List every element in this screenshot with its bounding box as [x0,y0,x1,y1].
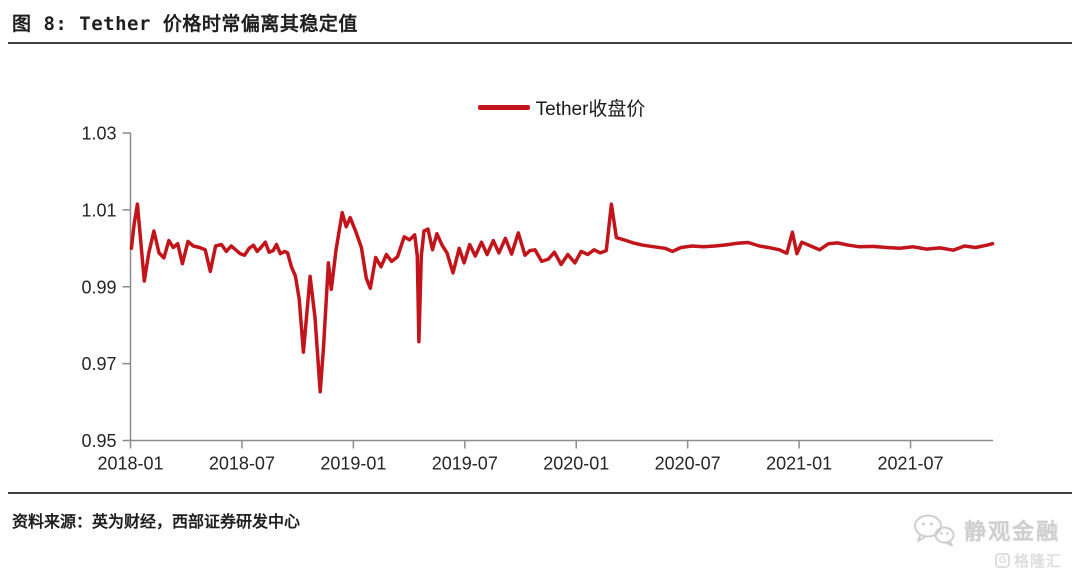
y-tick-label: 1.01 [81,200,116,220]
figure-title: 图 8: Tether 价格时常偏离其稳定值 [12,13,358,35]
x-tick-label: 2019-01 [320,454,386,474]
gelonghui-name: 格隆汇 [1013,553,1062,570]
x-tick-label: 2021-01 [766,454,832,474]
y-tick-label: 0.95 [81,431,116,451]
wechat-watermark: 静观金融 [913,513,1060,547]
wechat-account-name: 静观金融 [963,519,1060,544]
legend-label: Tether收盘价 [535,98,646,120]
source-note: 资料来源：英为财经，西部证券研发中心 [12,512,301,531]
y-tick-label: 0.97 [81,354,116,374]
y-tick-label: 0.99 [81,277,116,297]
x-tick-label: 2019-07 [432,454,498,474]
title-underline-rule [8,42,1072,44]
gelonghui-watermark: G 格隆汇 [994,550,1062,571]
axis-lines [129,133,993,442]
x-tick-label: 2020-07 [655,454,721,474]
legend: Tether收盘价 [130,94,993,120]
tether-close-price-line [129,202,995,394]
x-tick-label: 2018-01 [97,454,163,474]
footer-rule [8,492,1072,494]
gelonghui-logo-icon: G [994,553,1010,568]
x-tick-label: 2021-07 [878,454,944,474]
x-tick-label: 2020-01 [543,454,609,474]
legend-line-swatch [477,104,530,110]
wechat-icon [913,514,955,547]
x-tick-label: 2018-07 [209,454,275,474]
y-tick-label: 1.03 [81,124,116,144]
